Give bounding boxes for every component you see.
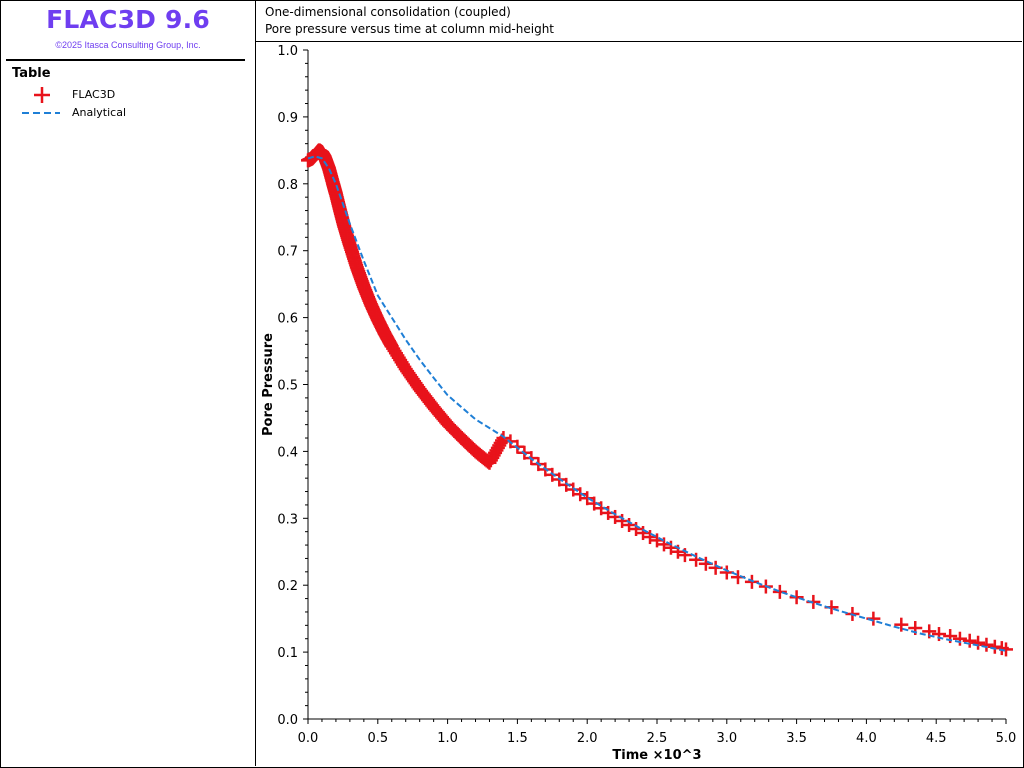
flac3d-data-point bbox=[496, 431, 511, 446]
y-tick-label: 0.4 bbox=[277, 445, 298, 460]
title-divider bbox=[6, 59, 245, 61]
flac3d-data-point bbox=[962, 633, 977, 648]
plot-title-line-2: Pore pressure versus time at column mid-… bbox=[265, 22, 555, 36]
x-tick-label: 5.0 bbox=[996, 731, 1017, 746]
flac3d-data-point bbox=[971, 635, 986, 650]
flac3d-data-point bbox=[744, 574, 759, 589]
flac3d-data-point bbox=[894, 617, 909, 632]
x-tick-label: 3.5 bbox=[786, 731, 807, 746]
y-tick-label: 0.0 bbox=[277, 713, 298, 728]
y-tick-label: 0.8 bbox=[277, 178, 298, 193]
x-tick-label: 4.0 bbox=[856, 731, 877, 746]
flac3d-data-point bbox=[931, 627, 946, 642]
legend-label-flac3d: FLAC3D bbox=[72, 88, 116, 101]
x-tick-label: 4.5 bbox=[926, 731, 947, 746]
flac3d-data-point bbox=[979, 637, 994, 652]
y-tick-label: 0.5 bbox=[277, 379, 298, 394]
x-axis-title: Time ×10^3 bbox=[612, 748, 701, 763]
x-tick-label: 0.0 bbox=[298, 731, 319, 746]
legend-title: Table bbox=[12, 66, 51, 81]
y-tick-label: 1.0 bbox=[277, 44, 298, 59]
x-tick-label: 3.0 bbox=[716, 731, 737, 746]
x-tick-label: 2.0 bbox=[577, 731, 598, 746]
legend-item-analytical[interactable]: Analytical bbox=[20, 105, 220, 121]
flac3d-data-point bbox=[772, 584, 787, 599]
app-title: FLAC3D 9.6 bbox=[46, 5, 210, 34]
dashed-line-icon bbox=[22, 112, 60, 114]
flac3d-data-point bbox=[952, 631, 967, 646]
legend-item-flac3d[interactable]: FLAC3D bbox=[20, 87, 220, 103]
x-tick-label: 0.5 bbox=[367, 731, 388, 746]
copyright-notice: ©2025 Itasca Consulting Group, Inc. bbox=[55, 40, 201, 50]
x-tick-label: 2.5 bbox=[647, 731, 668, 746]
legend-panel: FLAC3D 9.6 ©2025 Itasca Consulting Group… bbox=[0, 0, 256, 766]
y-tick-label: 0.1 bbox=[277, 646, 298, 661]
flac3d-data-point bbox=[719, 565, 734, 580]
x-tick-label: 1.5 bbox=[507, 731, 528, 746]
flac3d-data-point bbox=[987, 639, 1002, 654]
y-tick-label: 0.3 bbox=[277, 512, 298, 527]
analytical-series-line bbox=[307, 155, 1007, 652]
y-tick-label: 0.9 bbox=[277, 111, 298, 126]
chart-area: 0.0 0.1 0.2 0.3 0.4 0.5 0.6 0.7 0.8 0.9 1.0 0.0 0.5 1… bbox=[261, 44, 1017, 763]
cross-icon bbox=[34, 87, 50, 103]
flac3d-data-point bbox=[689, 552, 704, 567]
flac3d-data-point bbox=[789, 590, 804, 605]
flac3d-data-point bbox=[643, 530, 658, 545]
x-tick-label: 1.0 bbox=[437, 731, 458, 746]
y-tick-label: 0.7 bbox=[277, 245, 298, 260]
y-tick-label: 0.6 bbox=[277, 312, 298, 327]
y-tick-label: 0.2 bbox=[277, 579, 298, 594]
y-axis-title: Pore Pressure bbox=[261, 333, 276, 436]
plot-header: One-dimensional consolidation (coupled) … bbox=[256, 0, 1022, 42]
plot-title-line-1: One-dimensional consolidation (coupled) bbox=[265, 5, 511, 19]
legend-label-analytical: Analytical bbox=[72, 106, 127, 119]
